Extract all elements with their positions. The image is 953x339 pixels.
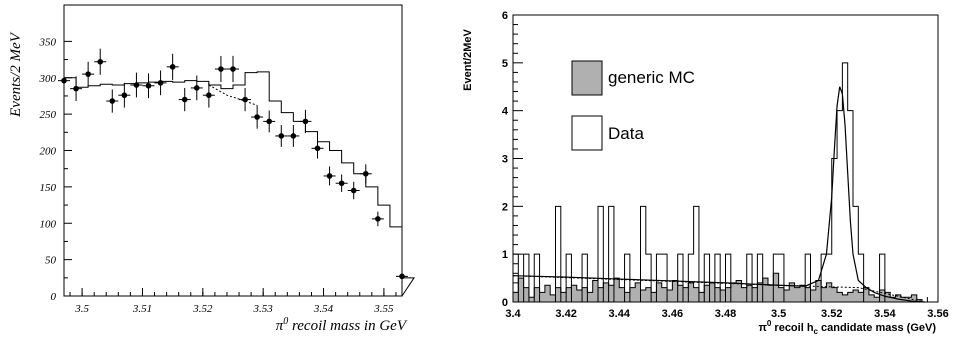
left-x-tick-label: 3.53	[253, 303, 274, 315]
left-x-tick-label: 3.52	[192, 303, 213, 315]
left-data-point	[154, 70, 167, 96]
right-data-histogram	[512, 62, 938, 303]
left-x-tick-label: 3.55	[373, 303, 394, 315]
left-plot-frame	[63, 4, 403, 297]
right-y-tick-label: 6	[502, 10, 508, 22]
right-y-ticks: 0 1 2 3 4 5 6	[502, 10, 523, 309]
left-data-point	[275, 125, 288, 147]
left-data-point	[130, 72, 143, 98]
right-y-tick-label: 0	[502, 297, 508, 309]
right-x-axis-label-sub: c	[814, 327, 819, 336]
right-y-tick-label: 4	[502, 106, 509, 118]
right-background-dashed-line	[512, 275, 925, 303]
legend-swatch-generic-mc	[571, 60, 603, 96]
left-data-point	[239, 87, 252, 112]
right-y-tick-label: 5	[502, 58, 508, 70]
right-y-tick-label: 1	[502, 249, 508, 261]
left-data-point	[58, 68, 70, 94]
left-histogram-line	[64, 71, 416, 297]
left-data-point	[178, 87, 191, 112]
right-x-axis-label-rest: candidate mass (GeV)	[818, 322, 936, 334]
left-data-point	[202, 82, 215, 108]
left-data-point	[396, 272, 408, 280]
left-data-point	[227, 55, 239, 83]
left-y-ticks: 0 50 100 150 200 250 300 350	[39, 36, 72, 303]
right-x-tick-label: 3.56	[927, 308, 948, 320]
left-x-axis-label-rest: recoil mass in GeV	[288, 318, 408, 334]
left-y-axis-label: Events/2 MeV	[8, 31, 24, 118]
right-x-axis-label-sup: 0	[767, 319, 772, 328]
left-y-tick-label: 150	[40, 182, 57, 194]
left-data-point	[106, 89, 119, 113]
right-chart: 0 1 2 3 4 5 6 3.4 3.42 3.44 3.46 3.48 3.5 3.52 3.54 3.…	[462, 10, 949, 336]
left-data-point	[70, 76, 83, 102]
left-data-point	[82, 61, 95, 87]
left-data-points	[58, 48, 408, 280]
right-x-tick-label: 3.44	[609, 308, 631, 320]
right-x-tick-label: 3.4	[505, 308, 521, 320]
left-data-point	[323, 166, 336, 186]
left-data-point	[118, 82, 131, 108]
right-x-axis-label-mid: recoil h	[771, 322, 813, 334]
left-data-point	[371, 211, 384, 227]
left-x-axis-label-sup: 0	[283, 316, 288, 327]
left-x-tick-label: 3.51	[132, 303, 152, 315]
left-y-tick-label: 350	[39, 36, 57, 48]
right-x-tick-label: 3.52	[821, 308, 842, 320]
left-data-point	[166, 53, 179, 80]
left-data-point	[311, 138, 324, 159]
right-y-axis-label: Event/2MeV	[462, 28, 474, 90]
left-data-point	[142, 73, 155, 99]
left-y-tick-label: 300	[39, 73, 57, 85]
left-y-tick-label: 200	[40, 146, 57, 158]
left-y-tick-label: 0	[51, 291, 57, 303]
right-x-tick-label: 3.54	[874, 308, 896, 320]
left-data-point	[263, 110, 276, 133]
right-legend: generic MC Data	[571, 60, 695, 151]
left-x-ticks: 3.5 3.51 3.52 3.53 3.54 3.55	[69, 288, 397, 315]
left-x-tick-label: 3.54	[313, 303, 334, 315]
left-data-point	[94, 48, 107, 75]
right-y-tick-label: 3	[502, 154, 508, 166]
right-x-tick-label: 3.46	[662, 308, 683, 320]
right-x-tick-label: 3.48	[715, 308, 736, 320]
legend-label-generic-mc: generic MC	[608, 68, 695, 87]
legend-label-data: Data	[608, 124, 644, 143]
left-x-axis-label-pi: π	[276, 318, 284, 334]
left-y-tick-label: 100	[40, 218, 57, 230]
right-x-tick-label: 3.5	[771, 308, 786, 320]
right-fit-curve	[512, 86, 925, 303]
left-data-point	[214, 55, 227, 83]
left-data-point	[359, 164, 372, 184]
right-x-axis-label-pi: π	[758, 322, 767, 334]
left-data-point	[190, 75, 203, 101]
left-x-axis-label: π0 recoil mass in GeV	[276, 316, 408, 334]
right-x-tick-label: 3.42	[555, 308, 576, 320]
left-x-tick-label: 3.5	[74, 303, 89, 315]
left-y-tick-label: 250	[40, 109, 57, 121]
left-data-point	[299, 109, 312, 134]
legend-swatch-data	[571, 115, 603, 151]
left-data-point	[347, 181, 360, 200]
right-x-axis-label: π0 recoil hc candidate mass (GeV)	[758, 319, 936, 336]
left-data-point	[251, 105, 264, 129]
left-data-point	[335, 174, 348, 192]
left-data-point	[287, 125, 300, 147]
right-y-tick-label: 2	[502, 201, 508, 213]
left-y-tick-label: 50	[45, 255, 57, 267]
